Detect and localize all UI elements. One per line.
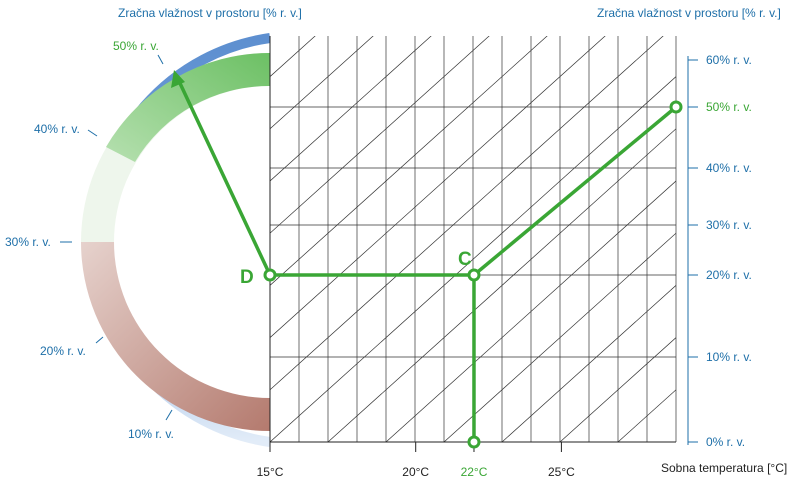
dial-labels: 10% r. v. 20% r. v. 30% r. v. 40% r. v. 50% …	[5, 39, 174, 441]
temperature-axis: 15°C 20°C 22°C 25°C Sobna temperatura [°C]	[257, 442, 787, 479]
process-point-humidity	[669, 100, 683, 114]
humidity-tick-label: 60% r. v.	[706, 53, 752, 67]
temperature-axis-label: Sobna temperatura [°C]	[661, 461, 787, 475]
humidity-dial	[81, 33, 271, 447]
temperature-tick-label: 22°C	[461, 465, 488, 479]
process-path: CD	[171, 70, 683, 449]
grid-diagonal-line	[270, 36, 548, 286]
humidity-tick-label: 10% r. v.	[706, 350, 752, 364]
grid-diagonal-line	[270, 36, 490, 234]
dial-label: 10% r. v.	[128, 427, 174, 441]
dial-tick-mark	[95, 336, 104, 344]
dial-label: 50% r. v.	[113, 39, 159, 53]
temperature-tick-label: 25°C	[548, 465, 575, 479]
grid-diagonal-line	[443, 232, 676, 442]
dial-label: 30% r. v.	[5, 235, 51, 249]
grid-diagonal-line	[270, 36, 606, 339]
grid-diagonal-line	[270, 36, 664, 391]
humidity-tick-label: 30% r. v.	[706, 218, 752, 232]
diagram-grid	[269, 0, 800, 443]
point-c-marker	[467, 268, 481, 282]
dial-green-segment	[106, 52, 270, 162]
dial-tick-mark	[165, 409, 173, 421]
process-point-temperature	[467, 435, 481, 449]
left-axis-title: Zračna vlažnost v prostoru [% r. v.]	[118, 6, 302, 20]
point-d-marker	[263, 268, 277, 282]
process-line-d-to-dial	[176, 78, 272, 276]
humidity-tick-label: 20% r. v.	[706, 268, 752, 282]
humidity-tick-label: 40% r. v.	[706, 161, 752, 175]
dial-label: 40% r. v.	[34, 122, 80, 136]
point-c-label: C	[458, 249, 472, 270]
process-line-humidity-to-c	[472, 105, 678, 277]
grid-diagonal-line	[270, 76, 676, 442]
grid-diagonal-line	[327, 128, 676, 442]
grid-diagonal-line	[559, 337, 676, 442]
process-arrowhead	[171, 70, 185, 88]
grid-diagonal-line	[792, 0, 800, 442]
grid-diagonal-line	[385, 180, 676, 442]
grid-vertical-lines	[298, 36, 677, 442]
dial-tick-mark	[157, 54, 164, 65]
point-d-label: D	[240, 267, 254, 288]
right-axis-title: Zračna vlažnost v prostoru [% r. v.]	[597, 6, 781, 20]
dial-lower-ring	[81, 242, 270, 431]
grid-diagonal-line	[501, 284, 676, 442]
temperature-tick-label: 15°C	[257, 465, 284, 479]
humidity-tick-label: 0% r. v.	[706, 435, 745, 449]
grid-diagonal-line	[270, 36, 432, 182]
grid-diagonal-lines	[270, 0, 800, 442]
humidity-axis: 0% r. v. 10% r. v. 20% r. v. 30% r. v. 40% r…	[687, 53, 752, 449]
dial-tick-mark	[87, 129, 98, 137]
humidity-tick-label: 50% r. v.	[706, 100, 752, 114]
temperature-tick-label: 20°C	[402, 465, 429, 479]
dial-label: 20% r. v.	[40, 344, 86, 358]
